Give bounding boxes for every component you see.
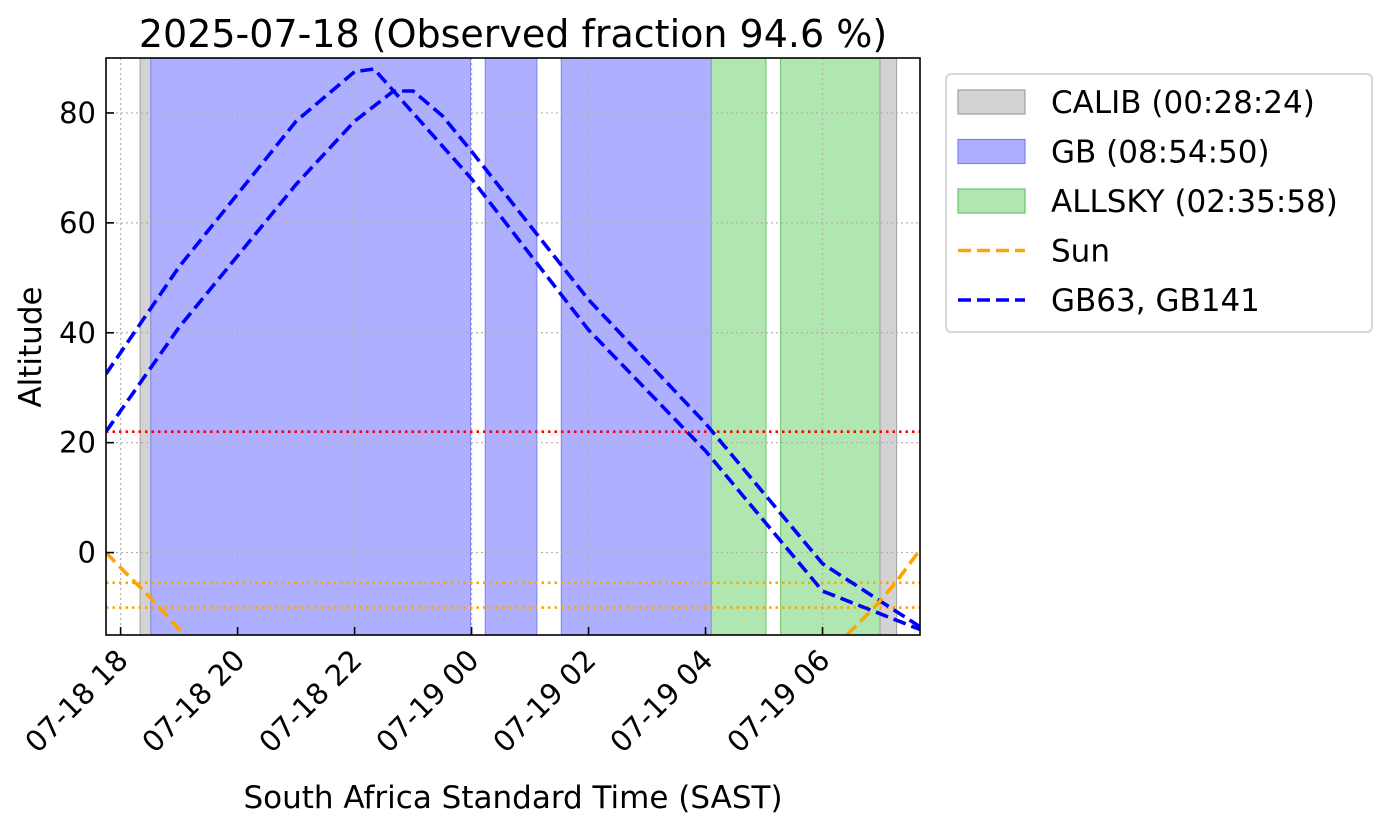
span-calib-6 bbox=[879, 57, 898, 636]
span-gb-2 bbox=[484, 57, 538, 636]
x-tick-label-4: 07-19 02 bbox=[486, 643, 602, 759]
legend-swatch-1 bbox=[957, 138, 1026, 165]
legend-label-0: CALIB (00:28:24) bbox=[1051, 85, 1315, 121]
y-tick-label-1: 20 bbox=[59, 426, 96, 460]
x-tick-label-1: 07-18 20 bbox=[135, 643, 251, 759]
span-gb-3 bbox=[560, 57, 712, 636]
x-tick-label-5: 07-19 04 bbox=[603, 643, 719, 759]
sun-altitude-line-3 bbox=[845, 548, 920, 635]
x-tick-label-0: 07-18 18 bbox=[18, 643, 134, 759]
x-tick-label-6: 07-19 06 bbox=[720, 643, 836, 759]
observation-spans bbox=[139, 57, 898, 636]
plot-frame bbox=[105, 57, 921, 636]
y-axis-label: Altitude bbox=[13, 286, 49, 407]
x-axis-ticks: 07-18 18 07-18 20 07-18 22 07-19 00 07-19 02… bbox=[18, 627, 836, 759]
x-tick-label-2: 07-18 22 bbox=[252, 643, 368, 759]
legend: CALIB (00:28:24) GB (08:54:50) ALLSKY (02:… bbox=[945, 73, 1373, 333]
span-gb-1 bbox=[150, 57, 472, 636]
y-tick-label-2: 40 bbox=[59, 316, 96, 350]
chart-title: 2025-07-18 (Observed fraction 94.6 %) bbox=[139, 12, 887, 56]
sun-altitude-line-2 bbox=[106, 551, 186, 635]
altitude-series bbox=[106, 67, 920, 635]
legend-label-4: GB63, GB141 bbox=[1051, 283, 1260, 319]
y-tick-label-3: 60 bbox=[59, 206, 96, 240]
y-axis-ticks: 0 20 40 60 80 bbox=[59, 96, 114, 570]
legend-label-3: Sun bbox=[1051, 234, 1110, 270]
y-tick-label-4: 80 bbox=[59, 96, 96, 130]
target-altitude-line-0 bbox=[106, 67, 920, 632]
span-calib-0 bbox=[139, 57, 152, 636]
legend-swatch-2 bbox=[957, 188, 1026, 214]
legend-label-1: GB (08:54:50) bbox=[1051, 135, 1270, 171]
span-allsky-5 bbox=[780, 57, 881, 636]
reference-lines bbox=[106, 430, 920, 609]
x-axis-label: South Africa Standard Time (SAST) bbox=[243, 780, 782, 816]
legend-box bbox=[945, 73, 1373, 333]
target-altitude-line-1 bbox=[106, 89, 920, 629]
y-tick-label-0: 0 bbox=[78, 536, 96, 570]
span-allsky-4 bbox=[710, 57, 767, 636]
legend-swatch-0 bbox=[957, 89, 1026, 115]
x-tick-label-3: 07-19 00 bbox=[369, 643, 485, 759]
legend-label-2: ALLSKY (02:35:58) bbox=[1051, 184, 1338, 220]
